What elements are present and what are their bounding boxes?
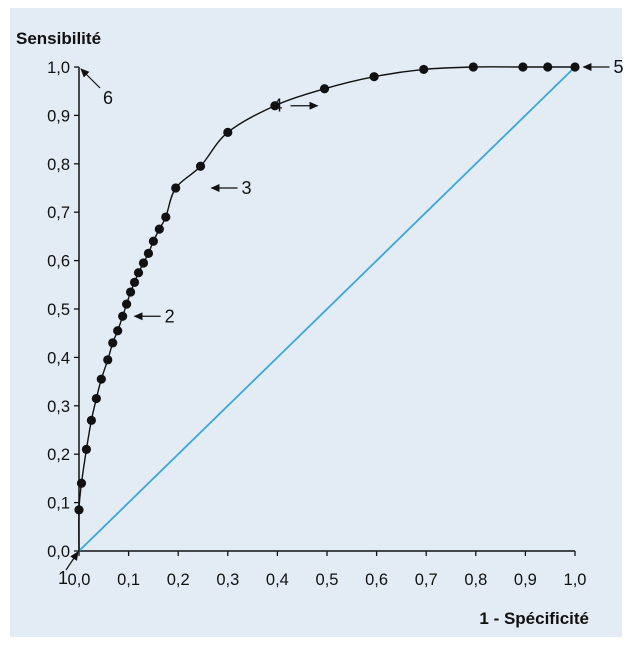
data-point	[76, 478, 87, 488]
data-point	[91, 393, 101, 404]
data-point	[125, 287, 136, 297]
ticks-layer: 0,0 0,1 0,2 0,3 0,4 0,5 0,6 0,7 0,8 0,9 1,0 0,0 0,1 0…	[47, 59, 586, 589]
points-layer	[74, 62, 580, 515]
data-point	[223, 127, 233, 137]
data-point	[118, 311, 128, 321]
data-point	[113, 326, 123, 336]
y-tick-label: 0,0	[47, 543, 70, 561]
y-tick-label: 0,5	[47, 301, 70, 319]
data-point	[133, 268, 144, 278]
y-tick-label: 0,3	[47, 398, 70, 416]
data-point	[319, 84, 330, 94]
y-tick-label: 1,0	[47, 59, 70, 77]
data-point	[143, 248, 154, 258]
data-point	[570, 62, 580, 72]
data-point	[369, 72, 379, 82]
chart-background	[10, 8, 622, 637]
diagonal-line	[78, 66, 576, 552]
data-point	[419, 64, 429, 75]
x-tick-label: 0,0	[68, 571, 91, 589]
x-tick-label: 0,6	[365, 571, 388, 589]
data-point	[96, 374, 106, 384]
data-point	[148, 236, 158, 246]
data-point	[468, 62, 478, 72]
data-point	[270, 101, 280, 111]
annotation-arrow	[80, 68, 101, 89]
data-point	[74, 505, 84, 515]
data-point	[195, 161, 206, 171]
data-point	[103, 355, 113, 365]
data-point	[86, 415, 96, 425]
annotation-arrow	[65, 551, 79, 571]
annotations-layer: 1 2 3 4 5 6	[58, 57, 623, 588]
data-point	[129, 277, 140, 287]
x-tick-label: 0,1	[117, 571, 140, 589]
data-point	[138, 258, 149, 268]
y-tick-label: 0,8	[47, 156, 70, 174]
x-tick-label: 0,5	[316, 571, 339, 589]
x-tick-label: 0,3	[216, 571, 239, 589]
annotation-label: 5	[613, 57, 623, 77]
x-tick-label: 0,4	[266, 571, 289, 589]
x-axis-title: 1 - Spécificité	[479, 609, 589, 628]
x-tick-label: 0,9	[514, 571, 537, 589]
x-tick-label: 0,7	[415, 571, 438, 589]
annotation-label: 6	[103, 88, 113, 108]
y-tick-label: 0,1	[47, 495, 70, 513]
data-point	[154, 224, 164, 234]
data-point	[81, 444, 92, 454]
x-tick-label: 0,8	[464, 571, 487, 589]
diagonal-layer	[78, 66, 576, 552]
annotation-label: 4	[273, 96, 283, 116]
y-tick-label: 0,9	[47, 107, 70, 125]
y-tick-label: 0,2	[47, 446, 70, 464]
x-tick-label: 0,2	[167, 571, 190, 589]
data-point	[122, 299, 132, 309]
x-tick-label: 1,0	[564, 571, 587, 589]
annotation-label: 1	[58, 568, 68, 588]
data-point	[518, 62, 528, 72]
data-point	[108, 338, 118, 348]
annotation-label: 3	[241, 178, 251, 198]
data-point	[543, 62, 553, 72]
data-point	[161, 212, 171, 222]
y-axis-title: Sensibilité	[16, 29, 101, 48]
y-tick-label: 0,4	[47, 349, 70, 367]
annotation-label: 2	[165, 306, 175, 326]
data-point	[171, 183, 181, 193]
y-tick-label: 0,7	[47, 204, 70, 222]
y-tick-label: 0,6	[47, 253, 70, 271]
